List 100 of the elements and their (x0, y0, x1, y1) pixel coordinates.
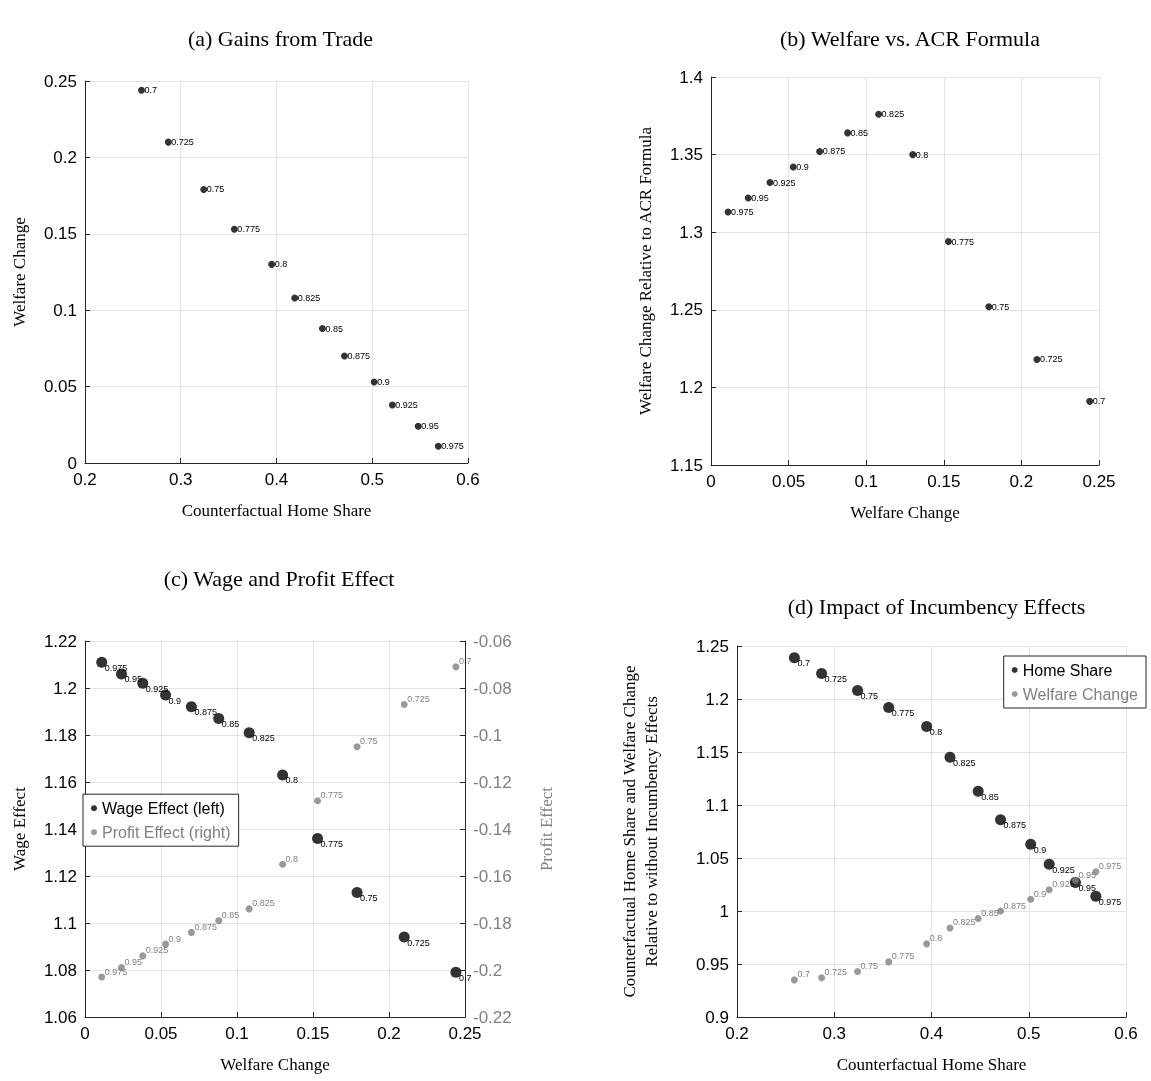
y-tick-label: 0.15 (43, 224, 77, 244)
annotation: 0.75 (360, 892, 378, 903)
x-tick-label: 0.5 (360, 470, 385, 489)
y-tick-label: 0.25 (43, 71, 77, 91)
annotation: 0.8 (285, 853, 299, 864)
point (187, 928, 195, 936)
annotation: 0.9 (1033, 888, 1047, 899)
annotation: 0.875 (1003, 820, 1027, 831)
annotation: 0.875 (194, 921, 217, 932)
annotation: 0.8 (915, 149, 929, 160)
x-tick-label: 0.3 (168, 470, 193, 489)
point (452, 663, 460, 671)
point (98, 973, 106, 981)
x-tick-label: 0.2 (725, 1024, 749, 1043)
annotation: 0.95 (1078, 869, 1096, 880)
x-tick-label: 0.5 (1016, 1024, 1041, 1043)
y2-axis-title: Profit Effect (536, 786, 556, 872)
chart-title: (a) Gains from Trade (187, 25, 374, 51)
point (790, 976, 798, 984)
y-tick-label: 1.1 (705, 795, 729, 815)
y-axis-title: Wage Effect (9, 786, 29, 871)
y-tick-label: 1.16 (43, 772, 77, 792)
point (985, 303, 993, 311)
point (818, 974, 826, 982)
x-axis-title: Counterfactual Home Share (836, 1054, 1027, 1074)
annotation: 0.975 (1098, 861, 1122, 872)
chart-title: (b) Welfare vs. ACR Formula (780, 25, 1041, 51)
annotation: 0.925 (145, 945, 169, 956)
x-tick-label: 0.6 (456, 470, 480, 489)
annotation: 0.975 (731, 207, 754, 218)
point (268, 260, 276, 268)
point (1027, 895, 1035, 903)
y-tick-label: 1 (719, 901, 729, 921)
annotation: 0.85 (221, 910, 240, 921)
x-tick-label: 0.05 (772, 472, 806, 491)
y-axis-title: Counterfactual Home Share and Welfare Change Relative to without Incumbency Effects (619, 665, 661, 998)
annotation: 0.8 (929, 727, 943, 738)
legend-label: Welfare Change (1022, 685, 1139, 703)
point (974, 914, 982, 922)
annotation: 0.825 (297, 292, 321, 303)
annotation: 0.875 (822, 146, 846, 157)
annotation: 0.825 (952, 917, 976, 928)
point (138, 86, 145, 94)
annotation: 0.825 (252, 898, 275, 909)
y-tick-label: 0.05 (43, 377, 77, 397)
x-tick-label: 0.25 (1082, 472, 1116, 491)
annotation: 0.775 (320, 790, 344, 801)
x-tick-label: 0.25 (448, 1024, 482, 1043)
point (844, 129, 852, 137)
annotation: 0.95 (421, 421, 439, 432)
annotation: 0.9 (796, 162, 809, 173)
y-tick-label: 1.18 (43, 725, 77, 745)
y-tick-label: 1.2 (53, 678, 77, 698)
annotation: 0.9 (1033, 844, 1047, 855)
chart-title: (c) Wage and Profit Effect (163, 565, 395, 591)
legend-label: Wage Effect (left) (102, 799, 225, 817)
y-tick-label: 0.9 (705, 1007, 729, 1027)
x-tick-label: 0.3 (822, 1024, 847, 1043)
point (766, 179, 774, 187)
annotation: 0.75 (860, 691, 879, 702)
y-axis-title: Welfare Change Relative to ACR Formula (635, 126, 655, 416)
y2-tick-label: -0.14 (473, 819, 512, 839)
point (788, 652, 800, 664)
y-axis-title: Welfare Change (9, 217, 29, 327)
annotation: 0.825 (252, 733, 275, 744)
y-tick-label: 1.25 (669, 300, 703, 320)
annotation: 0.875 (194, 707, 217, 718)
x-tick-label: 0.4 (919, 1024, 944, 1043)
point (1086, 397, 1094, 405)
point (400, 700, 408, 708)
y-tick-label: 1.15 (669, 455, 703, 475)
point (353, 743, 361, 751)
y2-tick-label: -0.22 (473, 1007, 512, 1027)
annotation: 0.775 (891, 707, 915, 718)
annotation: 0.725 (824, 674, 848, 685)
x-axis-title: Welfare Change (850, 502, 960, 522)
x-tick-label: 0.05 (144, 1024, 178, 1043)
x-tick-label: 0.15 (296, 1024, 330, 1043)
y-tick-label: 1.12 (43, 866, 77, 886)
y2-tick-label: -0.1 (473, 725, 503, 745)
y-tick-label: 1.05 (695, 848, 729, 868)
annotation: 0.775 (320, 838, 344, 849)
annotation: 0.925 (1052, 864, 1075, 875)
annotation: 0.75 (206, 184, 225, 195)
y2-tick-label: -0.08 (473, 678, 512, 698)
y-tick-label: 1.06 (43, 1007, 77, 1027)
annotation: 0.75 (360, 736, 378, 747)
y-tick-label: 1.3 (679, 222, 703, 242)
legend-label: Home Share (1022, 661, 1113, 679)
annotation: 0.85 (981, 907, 999, 918)
x-tick-label: 0.15 (927, 472, 961, 491)
y-tick-label: 0 (67, 453, 77, 473)
annotation: 0.925 (145, 683, 169, 694)
chart-title: (d) Impact of Incumbency Effects (787, 593, 1086, 619)
y-tick-label: 1.14 (43, 819, 77, 839)
x-tick-label: 0.2 (73, 470, 97, 489)
y-tick-label: 1.2 (679, 377, 703, 397)
annotation: 0.975 (104, 662, 128, 673)
annotation: 0.8 (285, 775, 299, 786)
x-tick-label: 0.4 (264, 470, 289, 489)
